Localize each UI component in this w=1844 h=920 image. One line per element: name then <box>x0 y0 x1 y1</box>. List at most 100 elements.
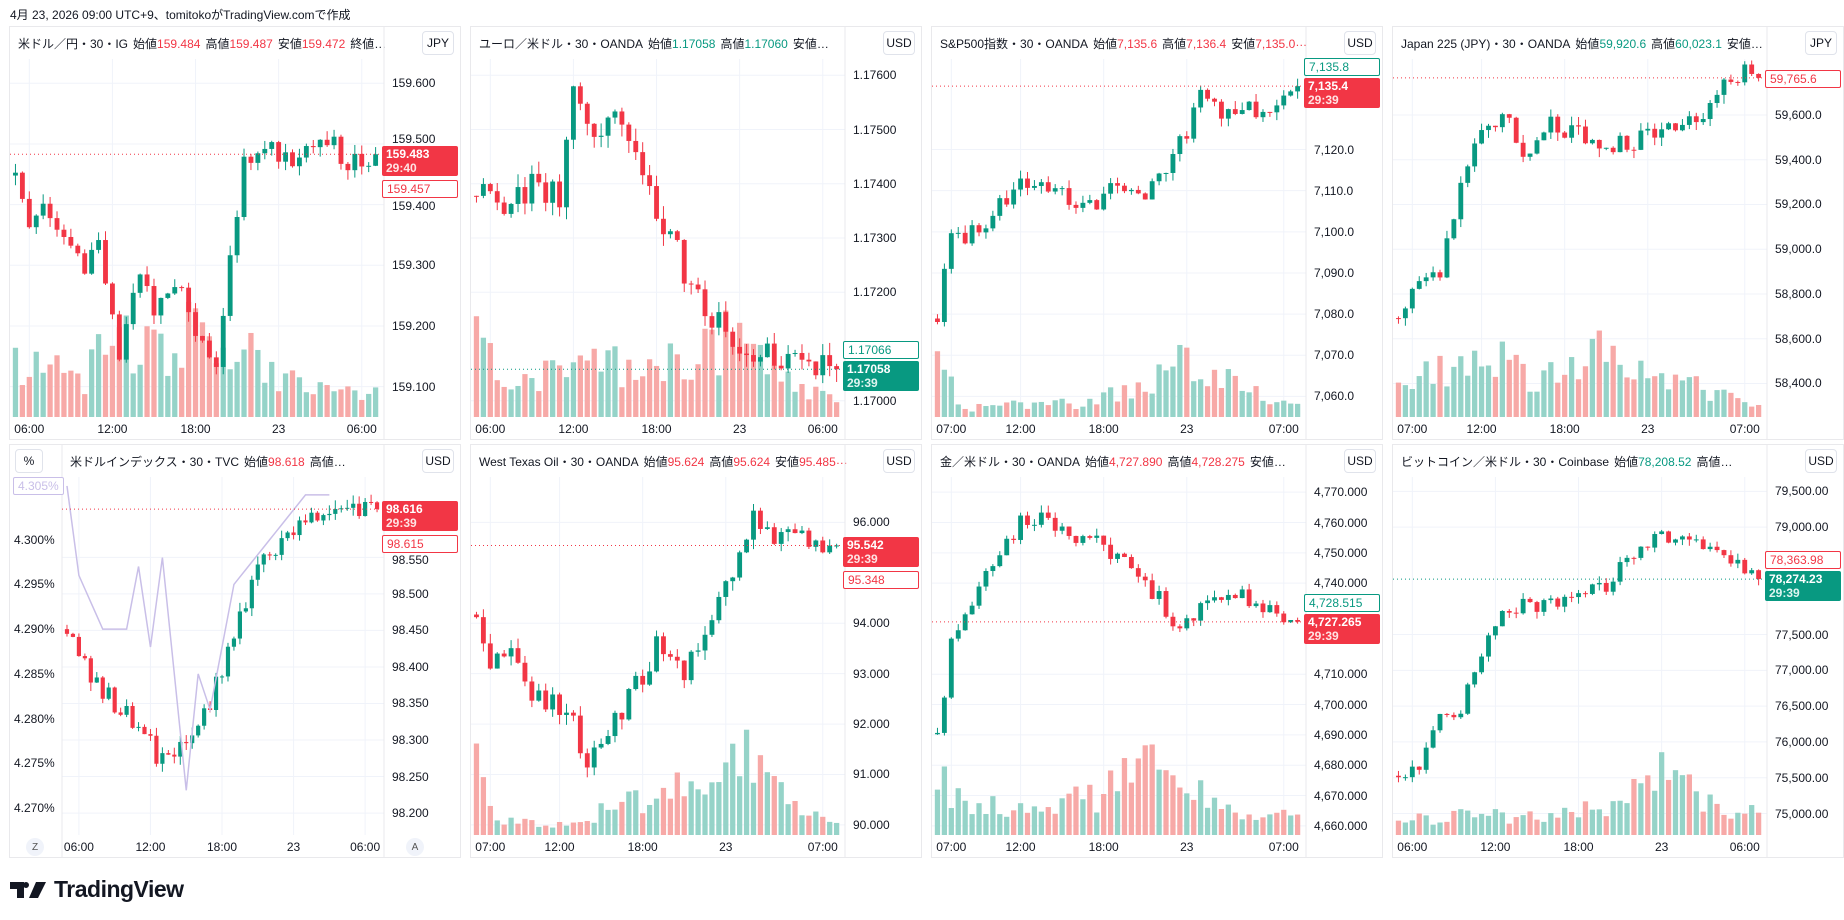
currency-button[interactable]: USD <box>1805 449 1837 473</box>
legend-more[interactable]: 安値… <box>1249 455 1286 469</box>
symbol-title[interactable]: ユーロ／米ドル・30・OANDA <box>479 37 644 51</box>
currency-button[interactable]: JPY <box>422 31 454 55</box>
currency-button[interactable]: USD <box>422 449 454 473</box>
candle-body <box>654 636 659 672</box>
price-chart-canvas[interactable] <box>932 27 1383 440</box>
candle-body <box>160 753 165 764</box>
secondary-price-label: 1.17066 <box>843 341 919 360</box>
ohlc-item: 高値1.17060 <box>720 35 787 52</box>
volume-bar <box>1274 402 1280 417</box>
time-axis-label: 23 <box>1180 840 1194 854</box>
volume-bar <box>1631 379 1637 417</box>
currency-button[interactable]: USD <box>883 449 915 473</box>
symbol-title[interactable]: S&P500指数・30・OANDA <box>940 37 1089 51</box>
currency-button[interactable]: JPY <box>1805 31 1837 55</box>
symbol-title[interactable]: Japan 225 (JPY)・30・OANDA <box>1401 37 1571 51</box>
volume-bar <box>137 364 143 417</box>
chart-panel[interactable]: ビットコイン／米ドル・30・Coinbase 始値78,208.52 高値… USD 7… <box>1392 444 1844 858</box>
price-chart-canvas[interactable] <box>471 27 922 440</box>
volume-bar <box>1562 807 1568 835</box>
candle-body <box>990 566 996 572</box>
candle-body <box>339 508 344 510</box>
candle-body <box>1416 281 1422 289</box>
volume-bar <box>743 729 750 835</box>
currency-button[interactable]: USD <box>1344 449 1376 473</box>
candle-body <box>1274 105 1280 113</box>
candle-body <box>172 754 177 757</box>
volume-bar <box>997 814 1003 835</box>
price-chart-canvas[interactable] <box>10 27 461 440</box>
candle-body <box>1486 125 1491 131</box>
candle-body <box>148 734 153 736</box>
candle-body <box>619 712 625 720</box>
candle-body <box>1603 582 1609 592</box>
candle-body <box>983 228 989 233</box>
candle-body <box>571 712 576 716</box>
candle-body <box>1396 775 1401 778</box>
volume-bar <box>1218 387 1225 417</box>
chart-panel[interactable]: S&P500指数・30・OANDA 始値7,135.6 高値7,136.4 安値7,1… <box>931 26 1383 440</box>
legend-more[interactable]: 高値… <box>309 455 346 469</box>
time-axis-label: 06:00 <box>14 422 45 436</box>
time-axis-label: 07:00 <box>1397 422 1428 436</box>
candle-body <box>291 532 296 536</box>
time-axis-label: 07:00 <box>1729 422 1760 436</box>
legend-more[interactable]: 安値… <box>792 37 829 51</box>
currency-button[interactable]: USD <box>883 31 915 55</box>
candle-body <box>100 677 105 699</box>
volume-bar <box>1045 405 1051 417</box>
candle-body <box>667 231 673 235</box>
candle-body <box>1700 539 1706 550</box>
candle-body <box>1184 618 1190 629</box>
legend-more[interactable]: … <box>1295 35 1308 49</box>
legend-more[interactable]: 高値… <box>1696 455 1733 469</box>
volume-bar <box>563 825 570 835</box>
symbol-title[interactable]: 金／米ドル・30・OANDA <box>940 455 1081 469</box>
candle-body <box>1506 114 1512 118</box>
symbol-title[interactable]: West Texas Oil・30・OANDA <box>479 455 639 469</box>
volume-bar <box>1721 389 1727 417</box>
auto-scale-button[interactable]: A <box>406 838 424 856</box>
volume-bar <box>1156 364 1162 417</box>
volume-bar <box>1260 817 1266 835</box>
chart-panel[interactable]: Japan 225 (JPY)・30・OANDA 始値59,920.6 高値60,0… <box>1392 26 1844 440</box>
price-axis-label: 4,760.000 <box>1314 515 1368 530</box>
chart-panel[interactable]: West Texas Oil・30・OANDA 始値95.624 高値95.624 安… <box>470 444 922 858</box>
volume-bar <box>709 329 715 417</box>
volume-bar <box>1548 813 1554 835</box>
symbol-title[interactable]: ビットコイン／米ドル・30・Coinbase <box>1401 455 1610 469</box>
volume-bar <box>1596 809 1602 835</box>
symbol-title[interactable]: 米ドルインデックス・30・TVC <box>70 455 239 469</box>
percent-scale-button[interactable]: % <box>15 449 43 473</box>
legend-more[interactable]: 終値… <box>350 37 387 51</box>
volume-bar <box>1610 801 1616 835</box>
zoom-reset-button[interactable]: Z <box>26 838 44 856</box>
candle-body <box>695 650 701 652</box>
chart-panel[interactable]: 米ドル／円・30・IG 始値159.484 高値159.487 安値159.472 終値… <box>9 26 461 440</box>
price-chart-canvas[interactable] <box>1393 445 1844 858</box>
volume-bar <box>1031 806 1038 835</box>
chart-panel[interactable]: ユーロ／米ドル・30・OANDA 始値1.17058 高値1.17060 安値… USD… <box>470 26 922 440</box>
candle-body <box>577 715 583 754</box>
legend-more[interactable]: 安値… <box>1726 37 1763 51</box>
time-axis-label: 18:00 <box>1088 840 1119 854</box>
symbol-title[interactable]: 米ドル／円・30・IG <box>18 37 129 51</box>
secondary-price-label: 59,765.6 <box>1765 69 1841 88</box>
chart-panel[interactable]: 米ドルインデックス・30・TVC 始値98.618 高値… USD 98.550 98.5… <box>9 444 461 858</box>
volume-bar <box>750 782 757 835</box>
currency-button[interactable]: USD <box>1344 31 1376 55</box>
volume-bar <box>1742 813 1748 835</box>
price-chart-canvas[interactable] <box>471 445 922 858</box>
price-chart-canvas[interactable] <box>10 445 461 858</box>
price-chart-canvas[interactable] <box>932 445 1383 858</box>
candle-body <box>737 552 743 578</box>
chart-panel[interactable]: 金／米ドル・30・OANDA 始値4,727.890 高値4,728.275 安値… U… <box>931 444 1383 858</box>
candle-body <box>1135 189 1141 194</box>
volume-bar <box>1527 811 1533 835</box>
tradingview-logo[interactable]: TradingView <box>10 876 184 903</box>
volume-bar <box>1638 783 1644 835</box>
price-chart-canvas[interactable] <box>1393 27 1844 440</box>
candle-body <box>737 346 743 354</box>
candle-body <box>1156 591 1162 599</box>
volume-bar <box>1659 373 1665 417</box>
